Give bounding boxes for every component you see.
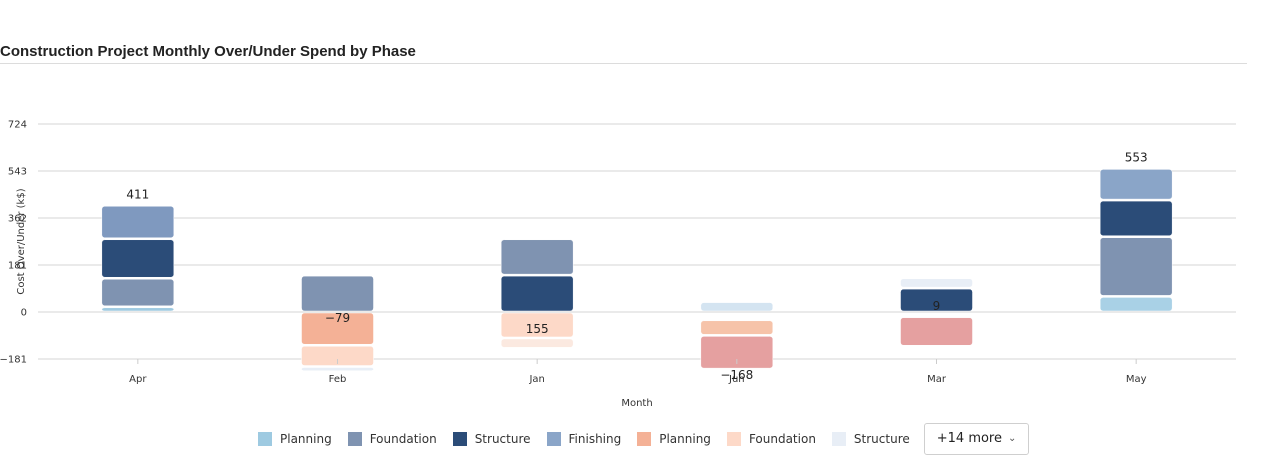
legend-swatch: [726, 431, 741, 446]
legend-label: Structure: [474, 431, 531, 446]
legend-swatch: [546, 431, 561, 446]
total-label: 155: [526, 322, 549, 336]
legend-label: Foundation: [369, 431, 437, 446]
bar-segment: [101, 239, 175, 278]
total-label: −79: [325, 311, 350, 325]
y-tick-label: 0: [21, 308, 27, 319]
y-tick-label: 724: [8, 120, 27, 131]
bar-segment: [301, 345, 374, 366]
chart-title: Construction Project Monthly Over/Under …: [0, 43, 416, 60]
y-tick-label: 543: [8, 167, 27, 178]
total-label: −168: [720, 368, 753, 382]
y-tick-label: −181: [0, 355, 27, 366]
chevron-down-icon: ⌄: [1008, 433, 1017, 444]
x-tick-label: Apr: [129, 374, 147, 385]
bar-segment: [1099, 297, 1173, 312]
y-axis-label: Cost Over/Under (k$): [16, 188, 27, 294]
legend-label: Foundation: [748, 431, 816, 446]
x-tick-label: Feb: [329, 374, 347, 385]
legend-item-3[interactable]: Finishing: [546, 431, 622, 446]
y-tick-label: 181: [8, 261, 27, 272]
legend-swatch: [637, 431, 652, 446]
bar-segment: [900, 278, 973, 288]
legend-label: Planning: [280, 431, 332, 446]
total-label: 9: [933, 299, 941, 313]
legend-item-6[interactable]: Structure: [831, 431, 910, 446]
legend-item-0[interactable]: Planning: [258, 431, 332, 446]
legend-swatch: [347, 431, 362, 446]
bar-segment: [301, 312, 374, 345]
total-label: 411: [126, 187, 149, 201]
bar-segment: [900, 288, 973, 312]
bar-segment: [101, 278, 175, 307]
bar-segment: [700, 320, 774, 335]
bar-segment: [500, 338, 574, 348]
legend: Planning Foundation Structure Finishing …: [258, 422, 1030, 455]
bar-chart: 724 543 362 181 0 −181 Cost Over/Under (k$) Apr…: [0, 120, 1236, 409]
legend-label: Finishing: [568, 431, 622, 446]
x-tick-label: Jan: [528, 374, 544, 385]
bar-segment: [101, 307, 175, 312]
title-divider: [0, 63, 1247, 64]
bar-segment: [1099, 169, 1173, 200]
bar-segment: [500, 312, 574, 338]
x-tick-label: Mar: [927, 374, 947, 385]
more-legend-label: +14 more: [936, 431, 1002, 446]
legend-item-2[interactable]: Structure: [452, 431, 531, 446]
legend-label: Planning: [659, 431, 711, 446]
bar-segment: [1099, 237, 1173, 296]
bar-segment: [301, 275, 374, 312]
legend-swatch: [258, 431, 272, 446]
legend-swatch: [452, 431, 467, 446]
legend-item-5[interactable]: Foundation: [726, 431, 816, 446]
legend-item-1[interactable]: Foundation: [347, 431, 437, 446]
x-tick-label: Jun: [728, 374, 745, 385]
bar-segment: [301, 367, 374, 371]
x-tick-label: May: [1126, 374, 1147, 385]
legend-label: Structure: [853, 431, 910, 446]
bar-segment: [101, 206, 175, 239]
bar-segment: [700, 336, 774, 369]
bar-segment: [500, 275, 574, 312]
bar-segment: [500, 239, 574, 275]
total-label: 553: [1125, 150, 1148, 164]
legend-item-4[interactable]: Planning: [637, 431, 711, 446]
bar-segment: [1099, 200, 1173, 236]
x-axis-label: Month: [621, 398, 652, 409]
y-tick-label: 362: [8, 214, 27, 225]
more-legend-button[interactable]: +14 more ⌄: [923, 422, 1030, 455]
legend-swatch: [831, 431, 846, 446]
bar-segment: [900, 317, 973, 346]
bar-segment: [700, 302, 774, 312]
